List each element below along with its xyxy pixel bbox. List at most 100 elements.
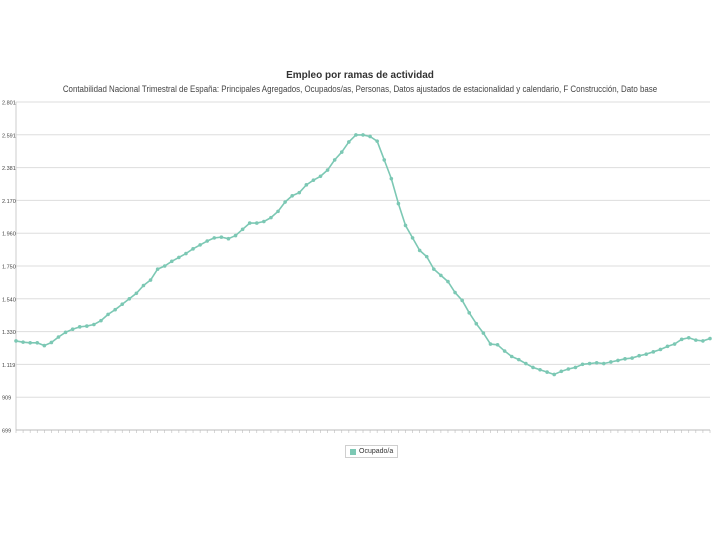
chart-subtitle: Contabilidad Nacional Trimestral de Espa… xyxy=(62,84,658,94)
data-point xyxy=(637,353,641,358)
y-tick-label: 1.119 xyxy=(2,363,15,369)
data-point xyxy=(460,298,464,303)
data-point xyxy=(141,283,146,288)
data-point xyxy=(531,365,535,370)
data-point xyxy=(92,322,96,327)
data-point xyxy=(339,150,344,154)
data-point xyxy=(516,357,521,362)
data-point xyxy=(21,340,25,344)
data-point xyxy=(212,236,217,240)
data-point xyxy=(354,133,358,137)
data-point xyxy=(453,290,457,295)
data-point xyxy=(488,342,493,346)
y-tick-label: 1.540 xyxy=(2,297,16,303)
data-point xyxy=(665,344,670,349)
data-point xyxy=(651,350,656,354)
data-point xyxy=(332,158,337,162)
data-point xyxy=(283,200,287,204)
data-point xyxy=(311,178,316,182)
data-point xyxy=(672,342,677,346)
data-point xyxy=(226,236,231,241)
data-point xyxy=(347,140,351,144)
data-point xyxy=(269,215,273,220)
data-point xyxy=(439,273,443,278)
data-point xyxy=(113,307,117,312)
data-point xyxy=(679,337,684,342)
data-point xyxy=(587,361,592,366)
data-point xyxy=(594,360,599,365)
data-point xyxy=(708,336,712,341)
data-point xyxy=(630,356,634,360)
data-point xyxy=(545,370,549,374)
data-point xyxy=(240,227,245,232)
data-point xyxy=(304,183,309,187)
data-point xyxy=(524,361,528,366)
data-point xyxy=(396,201,401,206)
chart-title: Empleo por ramas de actividad xyxy=(286,70,434,81)
data-point xyxy=(580,362,585,367)
data-point xyxy=(502,349,507,353)
y-tick-label: 909 xyxy=(2,396,11,402)
y-tick-label: 1.960 xyxy=(2,232,16,238)
data-point xyxy=(446,279,450,284)
data-point xyxy=(573,365,578,370)
data-point xyxy=(49,340,54,345)
data-point xyxy=(375,139,379,143)
data-point xyxy=(382,158,387,162)
data-point xyxy=(85,324,89,328)
data-point xyxy=(410,236,415,240)
legend[interactable]: Ocupado/a xyxy=(345,445,399,458)
data-point xyxy=(28,340,32,345)
y-tick-label: 1.750 xyxy=(2,265,16,271)
grid-lines xyxy=(15,101,710,431)
data-point xyxy=(169,259,174,264)
data-point xyxy=(14,339,18,343)
data-point xyxy=(424,254,429,259)
data-point xyxy=(276,209,280,214)
y-tick-label: 699 xyxy=(2,429,11,435)
data-point xyxy=(254,221,259,225)
data-point xyxy=(566,367,571,371)
data-point xyxy=(205,239,210,243)
data-point xyxy=(184,251,188,256)
data-point xyxy=(297,190,302,195)
data-point xyxy=(162,264,167,268)
data-point xyxy=(609,360,613,364)
y-tick-label: 2.801 xyxy=(2,101,16,107)
legend-label: Ocupado/a xyxy=(359,448,394,455)
data-point xyxy=(155,267,160,271)
data-point xyxy=(219,235,224,239)
data-point xyxy=(325,168,330,172)
data-point xyxy=(233,233,238,238)
data-point xyxy=(601,361,606,366)
data-point xyxy=(77,325,82,329)
data-point xyxy=(106,312,110,317)
series-layer xyxy=(14,133,712,377)
data-point xyxy=(177,255,181,260)
data-point xyxy=(148,278,153,282)
data-point xyxy=(701,339,705,343)
data-point xyxy=(262,219,266,224)
data-point xyxy=(474,321,479,326)
data-point xyxy=(658,347,663,352)
data-point xyxy=(63,330,68,335)
data-point xyxy=(432,267,436,271)
data-point xyxy=(290,193,294,198)
data-point xyxy=(481,331,486,335)
data-point xyxy=(120,302,125,307)
data-point xyxy=(509,354,514,359)
data-point xyxy=(318,174,323,179)
y-tick-label: 2.381 xyxy=(2,166,16,172)
data-point xyxy=(467,311,472,315)
data-point xyxy=(538,367,542,372)
data-point xyxy=(417,248,422,253)
data-point xyxy=(42,343,47,348)
data-point xyxy=(134,291,139,296)
data-point xyxy=(623,357,627,361)
data-point xyxy=(559,369,564,374)
data-point xyxy=(70,327,75,331)
data-point xyxy=(616,358,620,363)
data-point xyxy=(198,243,202,247)
data-point xyxy=(99,318,103,323)
